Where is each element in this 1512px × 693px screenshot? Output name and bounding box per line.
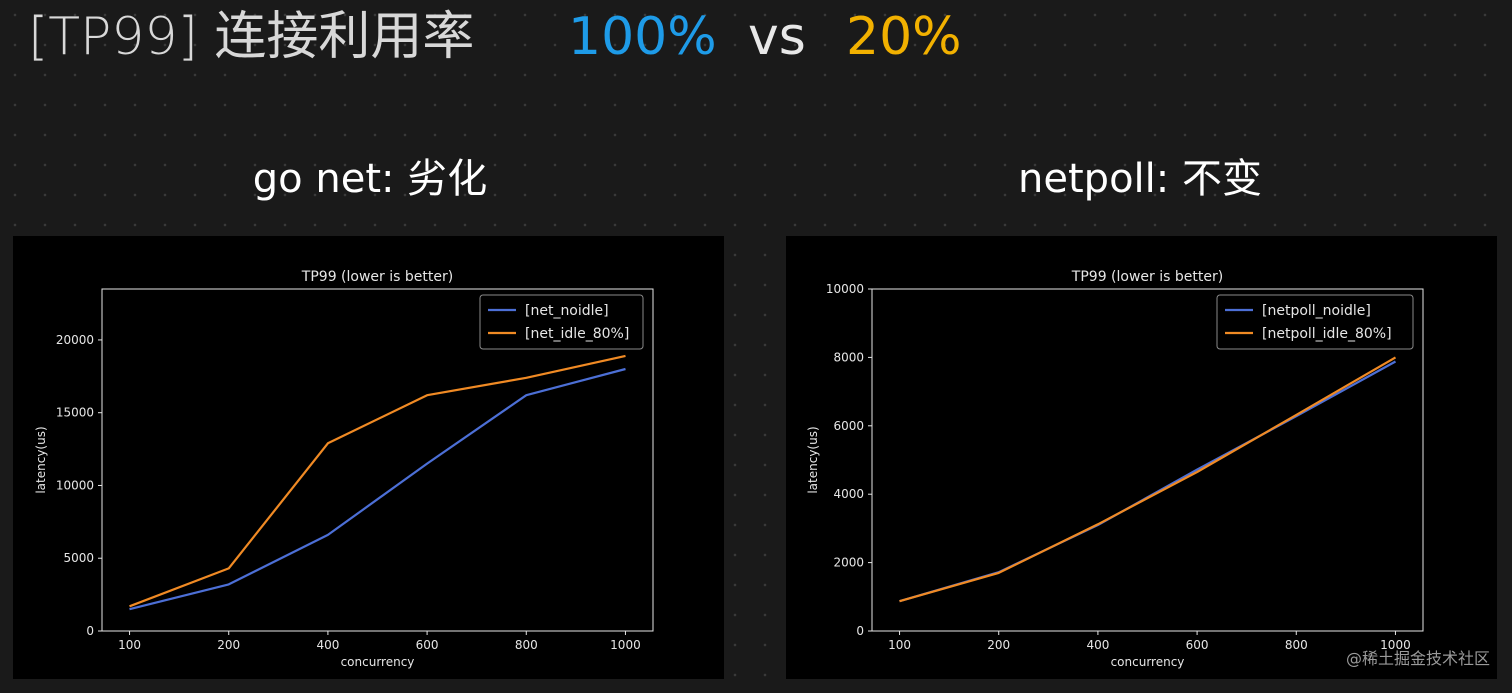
legend-label-1: [net_noidle] bbox=[525, 303, 609, 319]
x-tick-label: 1000 bbox=[1380, 638, 1411, 652]
y-tick-label: 5000 bbox=[63, 551, 94, 565]
series-line-2 bbox=[899, 356, 1397, 603]
x-tick-label: 1000 bbox=[610, 638, 641, 652]
legend-box bbox=[1216, 294, 1414, 350]
title-value-b: 20% bbox=[846, 7, 962, 67]
y-tick-label: 4000 bbox=[833, 487, 864, 501]
x-tick-label: 100 bbox=[118, 638, 141, 652]
y-axis-label: latency(us) bbox=[806, 426, 820, 493]
x-tick-label: 600 bbox=[416, 638, 439, 652]
legend-label-1: [netpoll_noidle] bbox=[1262, 303, 1371, 319]
subtitle-netpoll: netpoll: 不变 bbox=[1018, 156, 1262, 202]
x-axis-label: concurrency bbox=[1111, 655, 1185, 669]
x-tick-label: 600 bbox=[1186, 638, 1209, 652]
y-tick-label: 0 bbox=[856, 624, 864, 638]
x-axis-label: concurrency bbox=[341, 655, 415, 669]
plot-frame bbox=[101, 288, 654, 632]
x-tick-label: 400 bbox=[316, 638, 339, 652]
series-line-2 bbox=[129, 354, 626, 608]
y-axis-label: latency(us) bbox=[34, 426, 48, 493]
x-tick-label: 100 bbox=[888, 638, 911, 652]
chart-panel-netpoll: TP99 (lower is better) 100 200 400 600 800 100… bbox=[786, 236, 1497, 679]
legend-box bbox=[479, 294, 644, 350]
y-tick-label: 6000 bbox=[833, 419, 864, 433]
y-tick-label: 8000 bbox=[833, 350, 864, 364]
x-tick-label: 800 bbox=[515, 638, 538, 652]
x-tick-label: 200 bbox=[987, 638, 1010, 652]
chart-panel-go-net: TP99 (lower is better) 100 200 400 600 800 100… bbox=[13, 236, 724, 679]
title-vs-text: vs bbox=[748, 7, 806, 67]
legend-label-2: [netpoll_idle_80%] bbox=[1262, 326, 1392, 342]
series-line-1 bbox=[129, 367, 626, 611]
title-main-text: [TP99] 连接利用率 bbox=[28, 7, 475, 67]
series-line-1 bbox=[899, 360, 1397, 603]
y-tick-label: 20000 bbox=[56, 333, 94, 347]
y-tick-label: 15000 bbox=[56, 406, 94, 420]
y-tick-label: 2000 bbox=[833, 556, 864, 570]
subtitle-go-net: go net: 劣化 bbox=[252, 156, 488, 202]
y-tick-label: 10000 bbox=[826, 282, 864, 296]
watermark-text: @稀土掘金技术社区 bbox=[1345, 649, 1490, 668]
y-tick-label: 0 bbox=[86, 624, 94, 638]
y-tick-label: 10000 bbox=[56, 478, 94, 492]
title-value-a: 100% bbox=[568, 7, 717, 67]
x-tick-label: 800 bbox=[1285, 638, 1308, 652]
x-tick-label: 200 bbox=[217, 638, 240, 652]
chart-title: TP99 (lower is better) bbox=[301, 269, 453, 285]
chart-go-net: TP99 (lower is better) 100 200 400 600 800 100… bbox=[34, 269, 654, 669]
chart-netpoll: TP99 (lower is better) 100 200 400 600 800 100… bbox=[806, 269, 1424, 669]
legend-label-2: [net_idle_80%] bbox=[525, 326, 629, 342]
x-tick-label: 400 bbox=[1086, 638, 1109, 652]
chart-title: TP99 (lower is better) bbox=[1071, 269, 1223, 285]
plot-frame bbox=[871, 288, 1424, 632]
